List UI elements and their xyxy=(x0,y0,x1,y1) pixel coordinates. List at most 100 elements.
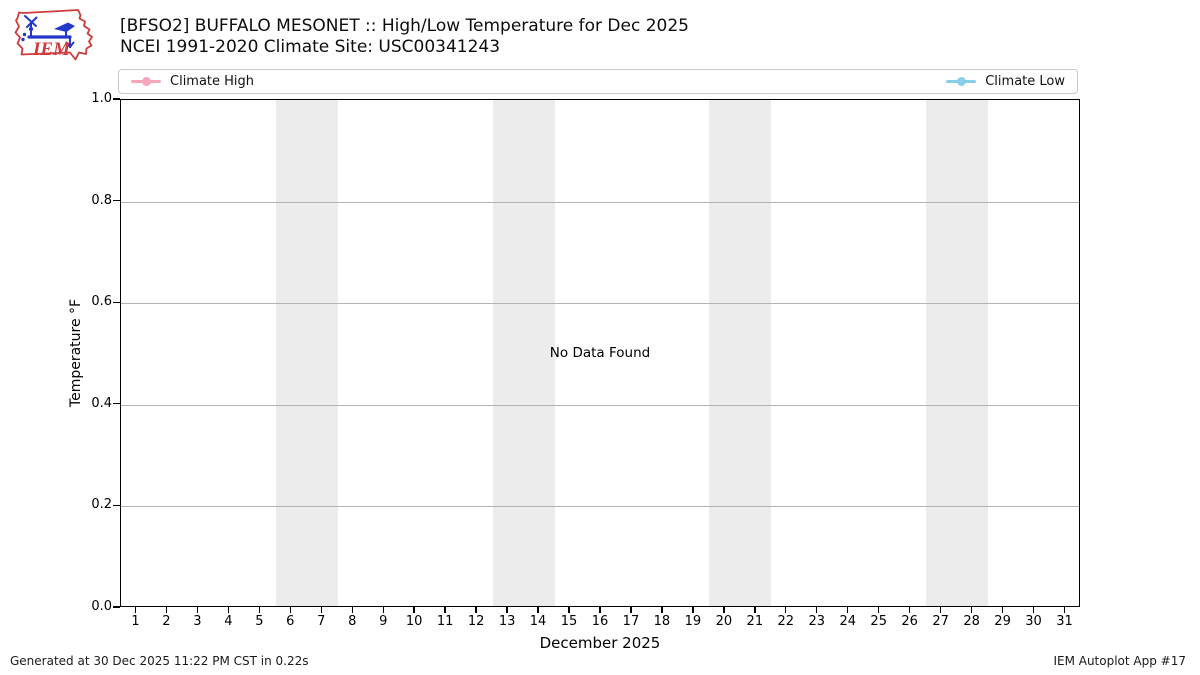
no-data-message: No Data Found xyxy=(549,345,651,361)
y-tick-mark xyxy=(113,504,120,507)
x-tick-label: 5 xyxy=(255,614,264,629)
x-tick-mark xyxy=(692,607,694,613)
x-tick-label: 3 xyxy=(193,614,202,629)
x-tick-label: 2 xyxy=(162,614,171,629)
x-tick-mark xyxy=(351,607,353,613)
climate-high-line-marker-icon xyxy=(131,77,161,86)
x-tick-label: 15 xyxy=(560,614,578,629)
x-tick-label: 22 xyxy=(777,614,795,629)
x-tick-mark xyxy=(878,607,880,613)
iowa-outline-icon xyxy=(14,9,93,61)
chart-subtitle: NCEI 1991-2020 Climate Site: USC00341243 xyxy=(120,37,501,57)
x-tick-label: 1 xyxy=(131,614,140,629)
x-tick-mark xyxy=(258,607,261,613)
x-tick-label: 26 xyxy=(901,614,918,629)
x-tick-mark xyxy=(227,607,230,613)
x-tick-mark xyxy=(382,607,384,613)
x-axis-label: December 2025 xyxy=(539,634,661,652)
x-tick-label: 27 xyxy=(932,614,949,629)
x-tick-label: 17 xyxy=(622,614,640,629)
x-tick-label: 29 xyxy=(994,614,1011,629)
x-tick-mark xyxy=(970,607,973,613)
x-tick-mark xyxy=(568,607,570,613)
x-tick-mark xyxy=(537,607,539,613)
x-tick-label: 9 xyxy=(379,614,388,629)
y-tick-label: 0.6 xyxy=(91,294,112,310)
x-tick-label: 14 xyxy=(529,614,547,629)
weather-vane-icon xyxy=(21,15,75,48)
y-tick-label: 0.4 xyxy=(91,395,112,411)
y-tick-label: 1.0 xyxy=(91,91,112,106)
x-tick-mark xyxy=(785,607,787,613)
x-tick-mark xyxy=(754,607,756,613)
x-tick-mark xyxy=(1032,607,1035,613)
x-tick-mark xyxy=(723,607,725,613)
iem-logo: IEM xyxy=(14,9,93,61)
y-tick-label: 0.8 xyxy=(91,192,112,208)
x-tick-label: 23 xyxy=(808,614,826,629)
app-credit: IEM Autoplot App #17 xyxy=(1053,654,1186,668)
weekend-band xyxy=(275,100,338,606)
x-tick-mark xyxy=(1001,607,1004,613)
x-tick-mark xyxy=(506,607,508,613)
title-block: [BFSO2] BUFFALO MESONET :: High/Low Temp… xyxy=(120,16,689,58)
x-tick-label: 8 xyxy=(348,614,357,629)
climate-low-line-marker-icon xyxy=(946,77,977,86)
gridline xyxy=(121,404,1079,406)
legend-label-climate-high: Climate High xyxy=(170,74,255,89)
y-tick-mark xyxy=(113,98,120,100)
x-tick-mark xyxy=(939,607,942,613)
x-tick-label: 19 xyxy=(684,614,702,629)
y-tick-mark xyxy=(113,403,120,405)
gridline xyxy=(121,506,1079,508)
x-tick-label: 11 xyxy=(436,614,454,629)
legend-item-climate-low: Climate Low xyxy=(946,74,1065,89)
x-tick-label: 6 xyxy=(286,614,295,629)
x-tick-mark xyxy=(1063,607,1066,613)
x-tick-label: 18 xyxy=(653,614,671,629)
y-tick-mark xyxy=(113,301,120,303)
x-tick-label: 7 xyxy=(317,614,326,629)
x-tick-mark xyxy=(320,607,322,613)
x-tick-label: 28 xyxy=(963,614,980,629)
logo-text: IEM xyxy=(32,39,71,60)
y-tick-label: 0.0 xyxy=(91,599,112,614)
weekend-band xyxy=(926,100,989,606)
x-tick-label: 30 xyxy=(1025,614,1042,629)
x-tick-label: 16 xyxy=(591,614,609,629)
x-tick-label: 10 xyxy=(405,614,423,629)
weekend-band xyxy=(709,100,772,606)
y-axis-label: Temperature °F xyxy=(68,298,84,408)
x-tick-mark xyxy=(630,607,632,613)
x-tick-mark xyxy=(134,607,137,613)
x-tick-mark xyxy=(847,607,849,613)
x-tick-mark xyxy=(444,607,446,613)
y-tick-label: 0.2 xyxy=(91,497,112,513)
generated-timestamp: Generated at 30 Dec 2025 11:22 PM CST in… xyxy=(10,654,309,668)
x-tick-mark xyxy=(196,607,199,613)
x-tick-mark xyxy=(413,607,415,613)
x-tick-label: 31 xyxy=(1056,614,1073,629)
x-tick-label: 20 xyxy=(715,614,733,629)
legend-item-climate-high: Climate High xyxy=(131,74,254,89)
x-tick-label: 13 xyxy=(498,614,516,629)
y-tick-mark xyxy=(113,606,120,608)
x-tick-mark xyxy=(165,607,168,613)
x-tick-label: 25 xyxy=(870,614,887,629)
chart-title: [BFSO2] BUFFALO MESONET :: High/Low Temp… xyxy=(120,16,689,36)
x-tick-mark xyxy=(908,607,911,613)
x-tick-mark xyxy=(661,607,663,613)
weekend-band xyxy=(492,100,555,606)
legend-label-climate-low: Climate Low xyxy=(985,74,1065,89)
x-tick-mark xyxy=(475,607,477,613)
plot-area: No Data Found xyxy=(120,99,1080,607)
x-tick-label: 21 xyxy=(746,614,764,629)
x-tick-label: 12 xyxy=(467,614,485,629)
x-tick-label: 24 xyxy=(839,614,856,629)
x-tick-mark xyxy=(289,607,291,613)
x-tick-mark xyxy=(816,607,818,613)
legend: Climate High Climate Low xyxy=(118,69,1078,94)
x-tick-mark xyxy=(599,607,601,613)
gridline xyxy=(121,201,1079,203)
